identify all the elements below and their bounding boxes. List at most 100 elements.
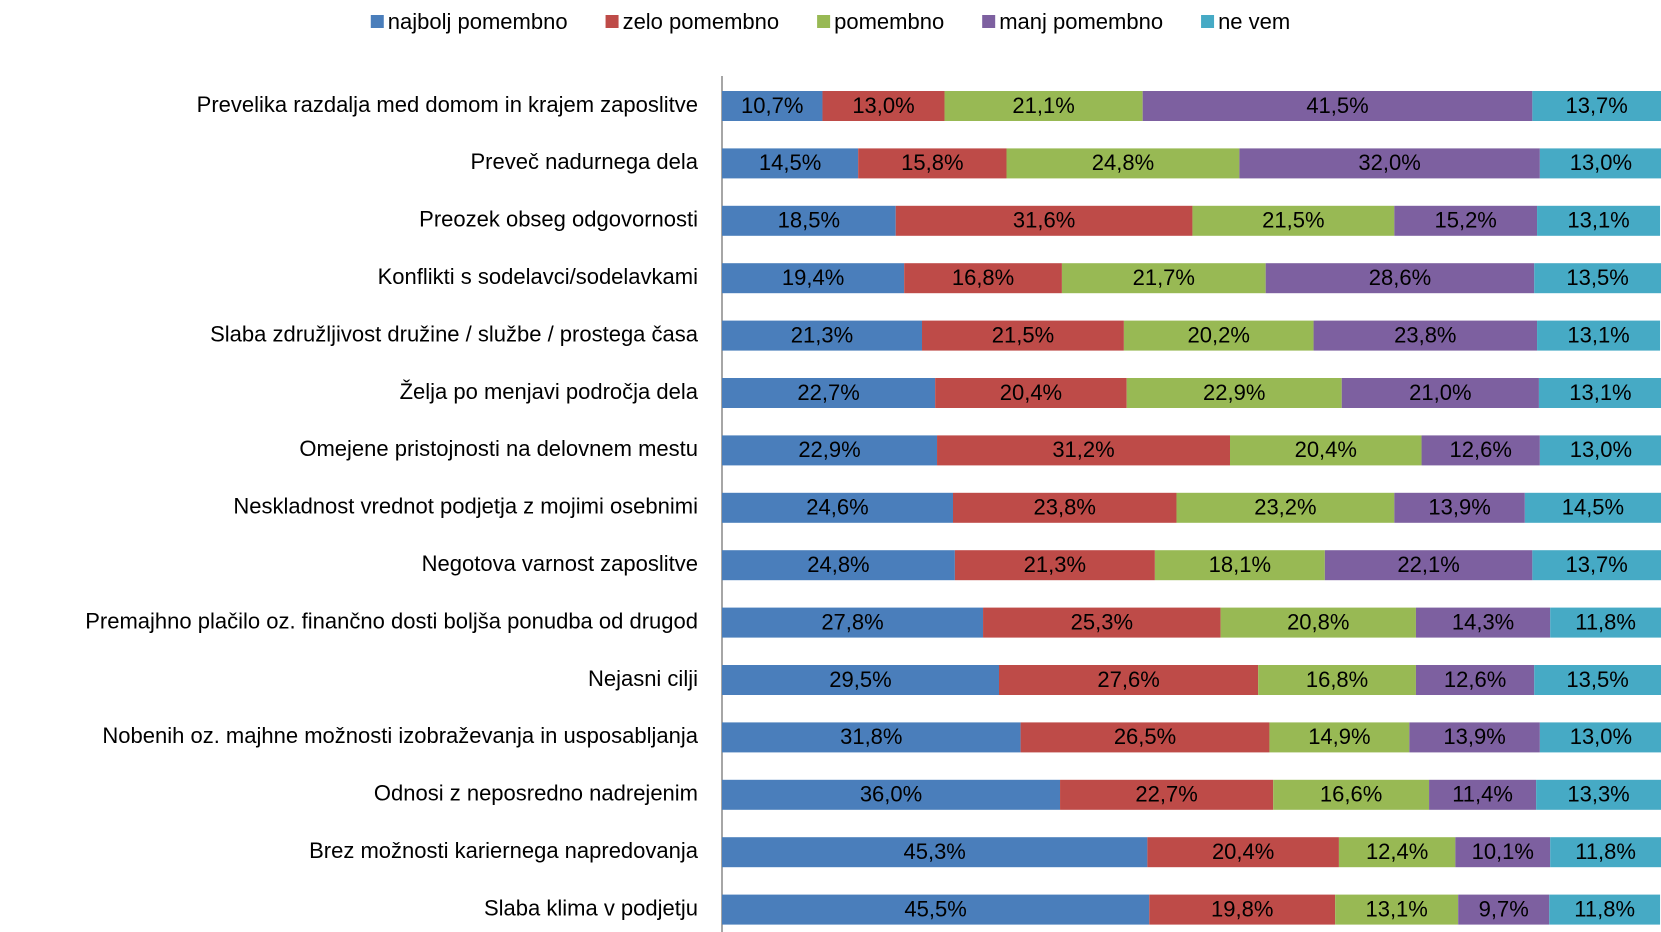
- bar-segment: [722, 779, 1061, 810]
- bar-segment: [1538, 378, 1661, 408]
- data-label: 13,9%: [1443, 724, 1505, 749]
- bar-segment: [1154, 550, 1325, 581]
- bar-segment: [1061, 263, 1266, 294]
- y-tick-label: Želja po menjavi področja dela: [400, 379, 699, 404]
- data-label: 26,5%: [1114, 724, 1176, 749]
- bar-segment: [999, 665, 1259, 695]
- bar-segment: [1539, 435, 1661, 466]
- data-label: 22,1%: [1397, 552, 1459, 577]
- y-tick-label: Premajhno plačilo oz. finančno dosti bol…: [85, 608, 698, 633]
- data-label: 29,5%: [829, 667, 891, 692]
- y-tick-label: Slaba združljivost družine / službe / pr…: [210, 321, 699, 346]
- data-label: 28,6%: [1369, 265, 1431, 290]
- bar-segment: [1549, 894, 1661, 925]
- y-tick-label: Preozek obseg odgovornosti: [419, 207, 698, 232]
- bar-segment: [1532, 550, 1661, 581]
- y-tick-label: Nejasni cilji: [588, 666, 698, 691]
- data-label: 45,5%: [904, 896, 966, 921]
- bar-segment: [1524, 492, 1661, 523]
- bar-segment: [722, 205, 896, 236]
- data-label: 25,3%: [1071, 609, 1133, 634]
- data-label: 23,8%: [1034, 495, 1096, 520]
- bar-segment: [1415, 607, 1551, 638]
- bar-segment: [722, 435, 938, 466]
- bar-segment: [1265, 263, 1535, 294]
- y-tick-label: Prevelika razdalja med domom in krajem z…: [197, 92, 698, 117]
- data-label: 13,0%: [1570, 437, 1632, 462]
- legend-label: manj pomembno: [999, 9, 1163, 34]
- data-label: 11,4%: [1452, 782, 1513, 807]
- bar-segment: [1409, 722, 1540, 753]
- data-label: 18,5%: [778, 208, 840, 233]
- data-label: 21,0%: [1409, 380, 1471, 405]
- bar-segment: [1394, 492, 1525, 523]
- bar-segment: [1176, 492, 1395, 523]
- data-label: 23,8%: [1394, 322, 1456, 347]
- y-tick-label: Nobenih oz. majhne možnosti izobraževanj…: [102, 723, 698, 748]
- bar-segment: [722, 263, 905, 294]
- bar-segment: [983, 607, 1221, 638]
- data-label: 22,9%: [798, 437, 860, 462]
- bar-segment: [922, 320, 1124, 351]
- data-label: 21,3%: [1024, 552, 1086, 577]
- data-label: 9,7%: [1479, 896, 1529, 921]
- data-label: 10,7%: [741, 93, 803, 118]
- bar-segment: [722, 837, 1148, 868]
- bar-segment: [1123, 320, 1314, 351]
- data-label: 13,5%: [1566, 667, 1628, 692]
- bar-segment: [1341, 378, 1539, 408]
- data-label: 22,7%: [1135, 782, 1197, 807]
- bar-segment: [1550, 607, 1661, 638]
- bar-segment: [1313, 320, 1538, 351]
- bar-segment: [722, 91, 823, 121]
- bar-segment: [1532, 91, 1661, 121]
- data-label: 13,1%: [1567, 208, 1629, 233]
- bar-segment: [1324, 550, 1533, 581]
- data-label: 41,5%: [1306, 93, 1368, 118]
- bar-segment: [722, 378, 936, 408]
- bar-segment: [1537, 320, 1661, 351]
- data-label: 18,1%: [1209, 552, 1271, 577]
- data-label: 13,0%: [1570, 150, 1632, 175]
- data-label: 16,8%: [1306, 667, 1368, 692]
- bar-segment: [935, 378, 1127, 408]
- data-label: 24,8%: [1092, 150, 1154, 175]
- data-label: 31,6%: [1013, 208, 1075, 233]
- legend-swatch: [817, 15, 831, 28]
- data-label: 14,5%: [759, 150, 821, 175]
- data-label: 16,8%: [952, 265, 1014, 290]
- bar-segment: [1335, 894, 1459, 925]
- data-label: 14,5%: [1562, 495, 1624, 520]
- data-label: 13,0%: [1570, 724, 1632, 749]
- data-label: 23,2%: [1254, 495, 1316, 520]
- bar-segment: [1338, 837, 1456, 868]
- legend-label: zelo pomembno: [623, 9, 780, 34]
- y-tick-label: Preveč nadurnega dela: [471, 149, 699, 174]
- data-label: 31,8%: [840, 724, 902, 749]
- bar-segment: [1550, 837, 1661, 868]
- data-label: 13,1%: [1569, 380, 1631, 405]
- data-label: 22,9%: [1203, 380, 1265, 405]
- data-label: 12,6%: [1450, 437, 1512, 462]
- bar-segment: [1429, 779, 1537, 810]
- legend-label: pomembno: [834, 9, 944, 34]
- bar-segment: [722, 320, 923, 351]
- bar-segment: [1537, 205, 1661, 236]
- bar-segment: [952, 492, 1177, 523]
- bar-segment: [722, 722, 1021, 753]
- bar-segment: [1415, 665, 1535, 695]
- data-label: 13,1%: [1567, 322, 1629, 347]
- bar-segment: [1149, 894, 1336, 925]
- bar-segment: [722, 492, 953, 523]
- bar-segment: [1020, 722, 1270, 753]
- data-label: 15,2%: [1434, 208, 1496, 233]
- bar-segment: [722, 550, 955, 581]
- bar-segment: [1539, 148, 1661, 179]
- legend-swatch: [1201, 15, 1215, 28]
- data-label: 20,2%: [1188, 322, 1250, 347]
- data-label: 20,4%: [1295, 437, 1357, 462]
- bar-segment: [722, 148, 859, 179]
- bar-segment: [1534, 665, 1661, 695]
